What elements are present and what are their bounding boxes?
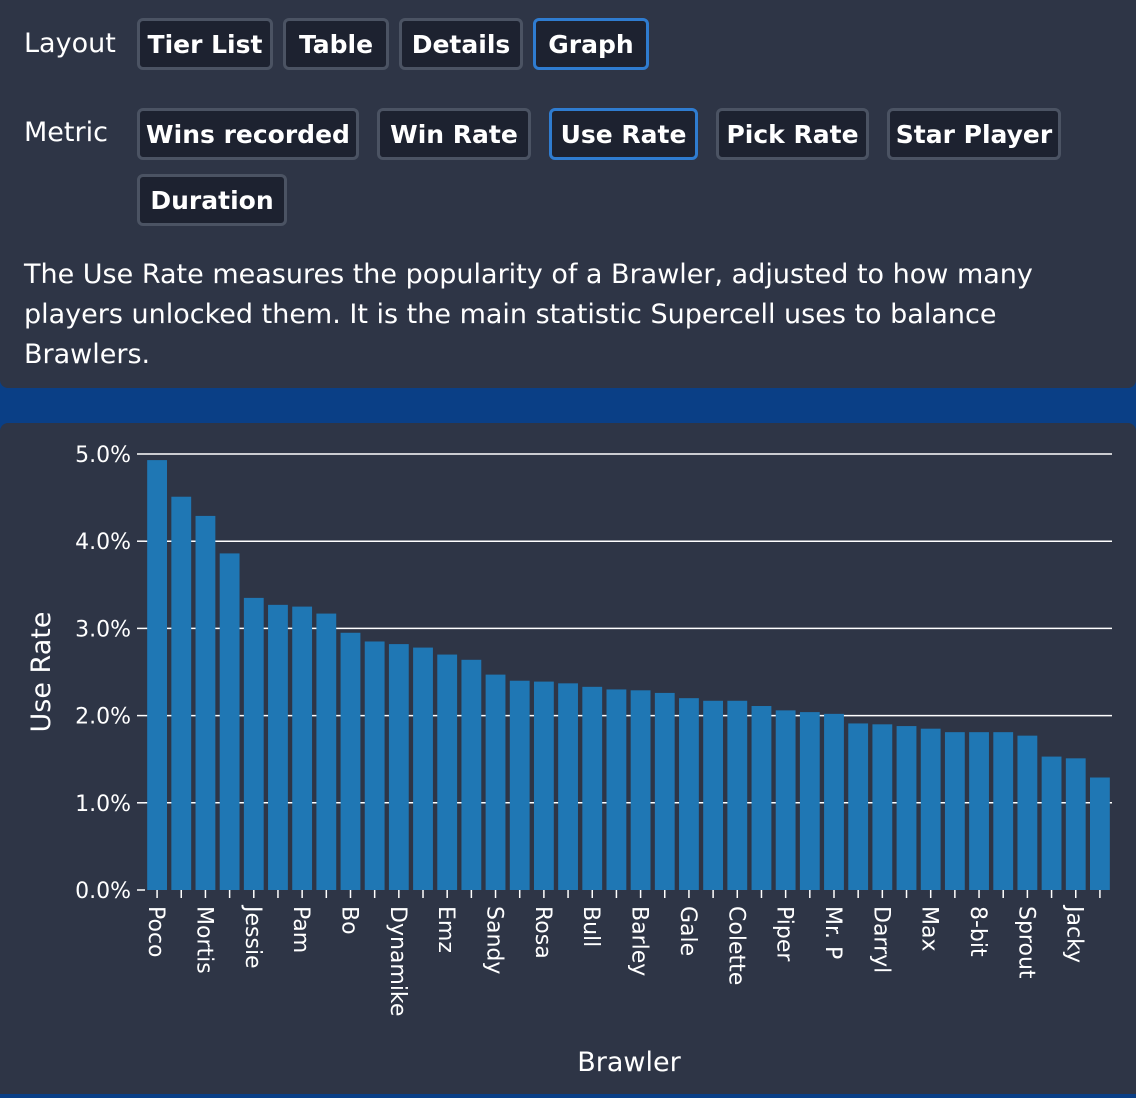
x-tick-label: Emz — [433, 906, 458, 953]
bar-gale — [679, 698, 699, 890]
metric-description: The Use Rate measures the popularity of … — [24, 259, 1033, 370]
bar-item-15 — [509, 680, 530, 890]
controls-panel: Layout Tier List Table Details Graph Met… — [0, 0, 1136, 388]
bar-dynamike — [388, 644, 409, 890]
x-tick-label: Jessie — [240, 904, 265, 969]
x-tick-label: Barley — [627, 906, 652, 976]
chart-panel: 0.0% 1.0% 2.0% 3.0% 4.0% 5.0% Poco Mortis Jessie… — [0, 423, 1136, 1094]
bar-item-39 — [1090, 777, 1110, 890]
x-tick-label: Rosa — [530, 906, 555, 959]
bar-item-17 — [558, 683, 578, 890]
bar-rosa — [533, 681, 554, 890]
bar-item-11 — [413, 647, 433, 890]
bar-item-23 — [703, 700, 724, 890]
x-tick-label: Mortis — [191, 906, 216, 974]
bar-colette — [727, 700, 748, 890]
x-tick-label: Sandy — [482, 906, 507, 974]
x-tick-label: Darryl — [868, 906, 893, 973]
bar-mortis — [195, 515, 216, 890]
x-tick-label: 8-bit — [965, 906, 990, 957]
bar-item-33 — [944, 732, 965, 890]
bar-bull — [582, 686, 603, 890]
layout-tier-list-button[interactable]: Tier List — [137, 18, 273, 70]
bar-item-31 — [896, 726, 917, 890]
use-rate-bar-chart: 0.0% 1.0% 2.0% 3.0% 4.0% 5.0% Poco Mortis Jessie… — [26, 443, 1112, 1078]
bar-8-bit — [969, 732, 989, 890]
layout-details-button[interactable]: Details — [399, 18, 523, 70]
bar-piper — [775, 710, 796, 890]
bar-sandy — [485, 674, 506, 890]
y-tick-label: 0.0% — [75, 879, 131, 904]
x-tick-label: Sprout — [1013, 906, 1038, 979]
bar-emz — [437, 654, 458, 890]
x-tick-label: Bo — [336, 906, 361, 935]
bar-item-9 — [364, 641, 385, 890]
metric-wins-recorded-button[interactable]: Wins recorded — [137, 108, 359, 160]
bar-item-37 — [1041, 756, 1062, 890]
x-tick-label: Max — [917, 906, 942, 951]
bar-item-21 — [654, 692, 675, 890]
layout-label: Layout — [24, 28, 116, 59]
bar-sprout — [1017, 735, 1038, 890]
bar-jacky — [1065, 758, 1086, 890]
bar-max — [920, 728, 941, 890]
metric-duration-button[interactable]: Duration — [137, 174, 287, 226]
bar-item-19 — [606, 689, 627, 890]
bar-poco — [147, 460, 167, 890]
y-tick-label: 1.0% — [75, 792, 131, 817]
y-tick-label: 3.0% — [75, 617, 131, 642]
bar-item-29 — [848, 723, 869, 890]
x-tick-label: Poco — [143, 906, 168, 958]
x-tick-label: Dynamike — [385, 906, 410, 1016]
x-tick-label: Piper — [772, 906, 797, 962]
metric-label: Metric — [24, 117, 108, 148]
bar-item-7 — [316, 613, 337, 890]
metric-pick-rate-button[interactable]: Pick Rate — [716, 108, 869, 160]
y-axis-title: Use Rate — [26, 612, 57, 733]
x-tick-label: Pam — [288, 906, 313, 953]
bar-item-5 — [268, 604, 288, 890]
bar-item-27 — [799, 712, 820, 890]
bar-darryl — [872, 724, 893, 890]
x-tick-label: Mr. P — [820, 906, 845, 959]
x-tick-label: Jacky — [1062, 904, 1087, 963]
x-tick-label: Gale — [675, 906, 700, 956]
layout-graph-button[interactable]: Graph — [533, 18, 649, 70]
y-tick-label: 5.0% — [75, 443, 131, 468]
x-tick-label: Bull — [578, 906, 603, 947]
bar-barley — [630, 690, 651, 890]
metric-star-player-button[interactable]: Star Player — [887, 108, 1061, 160]
bar-mr-p — [824, 713, 844, 890]
x-tick-label: Colette — [723, 906, 748, 985]
bar-item-13 — [461, 659, 482, 890]
bar-jessie — [243, 597, 264, 890]
bar-item-25 — [751, 706, 772, 890]
bar-bo — [340, 632, 361, 890]
bar-item-3 — [219, 553, 240, 890]
bar-item-1 — [171, 496, 192, 890]
y-tick-label: 4.0% — [75, 530, 131, 555]
metric-use-rate-button[interactable]: Use Rate — [549, 108, 698, 160]
x-axis-title: Brawler — [577, 1047, 681, 1078]
metric-win-rate-button[interactable]: Win Rate — [377, 108, 531, 160]
layout-table-button[interactable]: Table — [283, 18, 389, 70]
y-tick-label: 2.0% — [75, 705, 131, 730]
bar-pam — [292, 606, 313, 890]
bar-item-35 — [993, 732, 1014, 890]
